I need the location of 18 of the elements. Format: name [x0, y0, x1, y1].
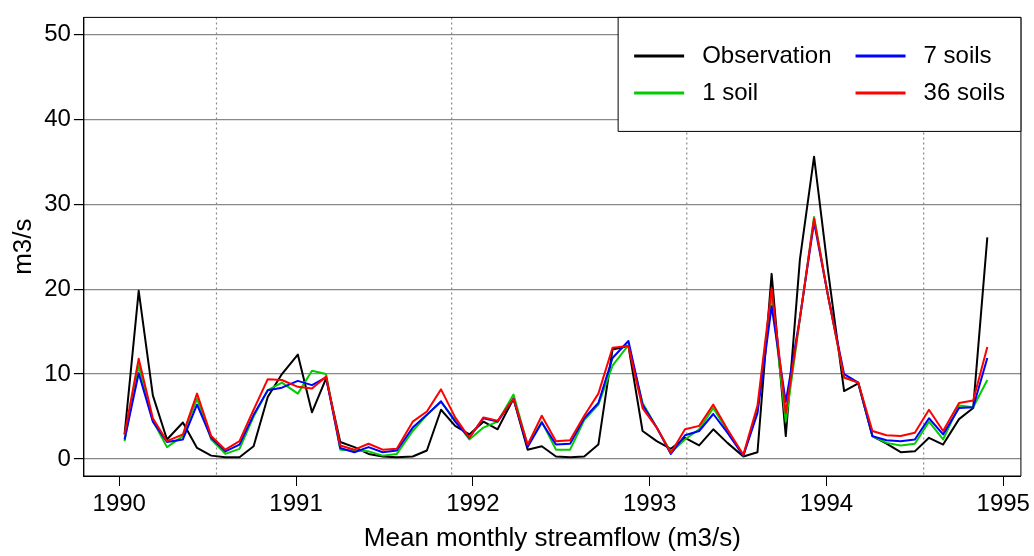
y-tick-label: 50	[44, 19, 71, 47]
y-tick-label: 20	[44, 273, 71, 301]
y-tick-label: 40	[44, 103, 71, 131]
x-tick-label: 1992	[446, 489, 500, 517]
x-tick-label: 1993	[622, 489, 677, 517]
x-axis-title: Mean monthly streamflow (m3/s)	[363, 521, 741, 552]
x-tick-label: 1994	[799, 489, 854, 517]
legend-label: Observation	[702, 40, 832, 68]
x-tick-label: 1995	[976, 489, 1030, 517]
x-tick-label: 1990	[92, 489, 146, 517]
y-axis-title: m3/s	[6, 218, 37, 275]
y-tick-label: 10	[44, 358, 71, 386]
y-tick-label: 0	[57, 443, 71, 471]
legend-label: 7 soils	[923, 40, 992, 68]
legend-label: 1 soil	[702, 77, 759, 105]
y-tick-label: 30	[44, 188, 71, 216]
x-tick-label: 1991	[269, 489, 323, 517]
legend-label: 36 soils	[923, 77, 1005, 105]
